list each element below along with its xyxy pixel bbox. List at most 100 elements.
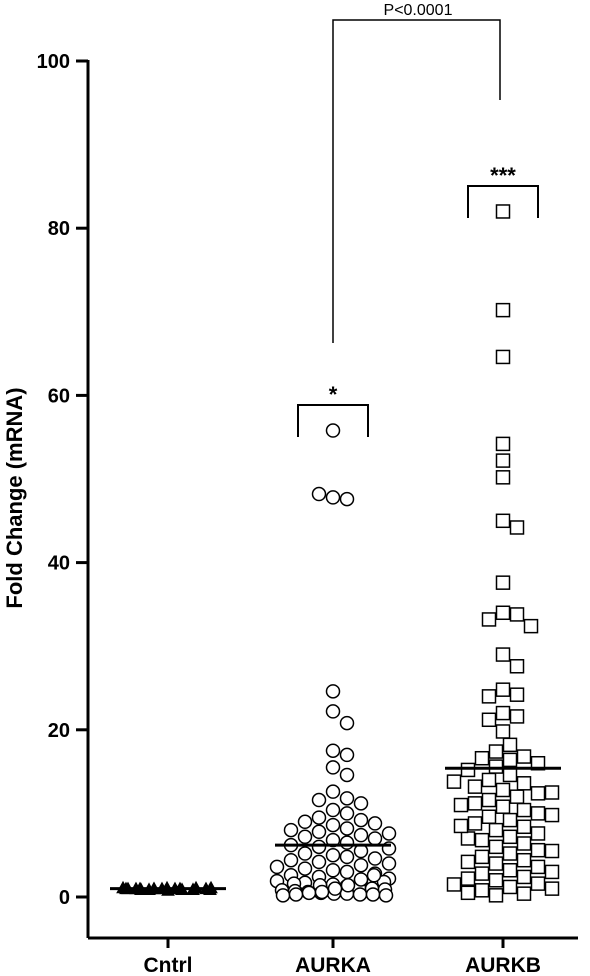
aurkb-point — [516, 749, 532, 764]
aurka-point — [314, 884, 330, 900]
x-category-label: AURKB — [465, 954, 541, 976]
pvalue-label: P<0.0001 — [384, 2, 453, 19]
aurka-point — [339, 715, 355, 731]
aurka-point — [311, 854, 327, 870]
aurkb-point — [502, 879, 518, 895]
aurkb-point — [460, 885, 476, 901]
aurkb-point — [481, 772, 497, 788]
aurka-point — [340, 878, 356, 893]
aurka-point — [311, 792, 327, 808]
y-axis-ticks: 0 20 40 60 80 100 — [37, 51, 88, 909]
aurkb-point — [516, 852, 532, 868]
aurkb-point — [495, 575, 511, 590]
aurkb-point — [502, 829, 518, 845]
aurka-point — [352, 887, 368, 902]
aurka-point — [325, 423, 341, 438]
aurkb-sig-bracket — [467, 185, 539, 218]
aurka-point — [325, 817, 341, 833]
aurkb-significance: *** — [467, 163, 539, 218]
aurka-point — [288, 887, 304, 902]
aurka-point — [367, 816, 383, 831]
y-tick-label: 20 — [48, 720, 70, 742]
aurkb-point — [481, 689, 497, 704]
aurkb-point — [481, 712, 497, 728]
aurka-point — [325, 784, 341, 799]
aurka-point — [353, 827, 369, 843]
aurka-point — [325, 743, 341, 758]
aurkb-point — [460, 854, 476, 870]
aurka-point — [283, 822, 299, 838]
aurkb-point — [474, 883, 490, 898]
aurkb-point — [502, 846, 518, 861]
aurkb-point — [544, 807, 560, 823]
y-tick-label: 100 — [37, 51, 70, 73]
aurkb-point — [495, 470, 511, 485]
aurka-point — [339, 806, 355, 821]
aurka-point — [311, 486, 327, 502]
aurka-sig-bracket — [297, 404, 369, 437]
aurka-point — [297, 829, 313, 845]
aurkb-point — [495, 682, 511, 697]
aurkb-point — [544, 785, 560, 800]
y-tick-label: 80 — [48, 218, 70, 240]
aurka-point — [301, 885, 317, 901]
aurkb-point — [488, 856, 504, 871]
aurkb-point — [509, 607, 525, 622]
aurka-point — [365, 887, 381, 902]
y-tick-label: 0 — [59, 887, 70, 909]
aurkb-point — [530, 786, 546, 801]
aurka-point — [339, 821, 355, 836]
aurka-point — [297, 846, 313, 861]
aurka-point — [325, 704, 341, 719]
aurkb-point — [495, 605, 511, 621]
aurka-point — [325, 862, 341, 878]
aurkb-point — [488, 873, 504, 888]
aurkb-point — [516, 802, 532, 818]
x-category-label: Cntrl — [144, 954, 193, 976]
aurkb-point — [488, 888, 504, 903]
aurka-point — [353, 872, 369, 887]
aurkb-point — [474, 866, 490, 881]
aurkb-point — [453, 797, 469, 813]
aurka-point — [339, 835, 355, 850]
aurka-point — [325, 760, 341, 775]
aurkb-point — [509, 709, 525, 724]
aurka-point — [381, 826, 397, 841]
aurkb-point — [495, 782, 511, 798]
aurkb-point — [509, 687, 525, 702]
aurkb-point — [467, 816, 483, 831]
aurkb-point — [530, 806, 546, 821]
aurkb-point — [488, 744, 504, 759]
aurka-point — [353, 812, 369, 828]
aurka-point — [381, 856, 397, 871]
aurkb-point — [530, 826, 546, 841]
aurka-sig-star: * — [329, 382, 338, 407]
y-tick-label: 40 — [48, 553, 70, 575]
aurkb-point — [502, 752, 518, 768]
aurkb-point — [544, 864, 560, 880]
aurkb-point — [502, 737, 518, 753]
aurkb-point — [474, 849, 490, 865]
aurka-point — [353, 857, 369, 873]
aurkb-point — [544, 843, 560, 859]
aurkb-point — [523, 618, 539, 634]
aurka-point — [325, 684, 341, 699]
pvalue-bracket — [332, 19, 501, 343]
aurkb-point — [467, 779, 483, 794]
aurkb-point — [544, 881, 560, 896]
aurkb-point — [488, 822, 504, 838]
aurka-point — [339, 791, 355, 806]
aurkb-point — [446, 877, 462, 892]
data-points — [116, 204, 560, 903]
aurkb-point — [495, 453, 511, 468]
aurka-point — [275, 888, 291, 903]
aurkb-point — [495, 302, 511, 318]
aurkb-point — [516, 836, 532, 851]
aurka-point — [339, 491, 355, 507]
aurkb-point — [495, 349, 511, 365]
aurkb-point — [495, 647, 511, 662]
aurka-significance: * — [297, 382, 369, 437]
aurka-point — [327, 881, 343, 896]
x-category-label: AURKA — [295, 954, 371, 976]
